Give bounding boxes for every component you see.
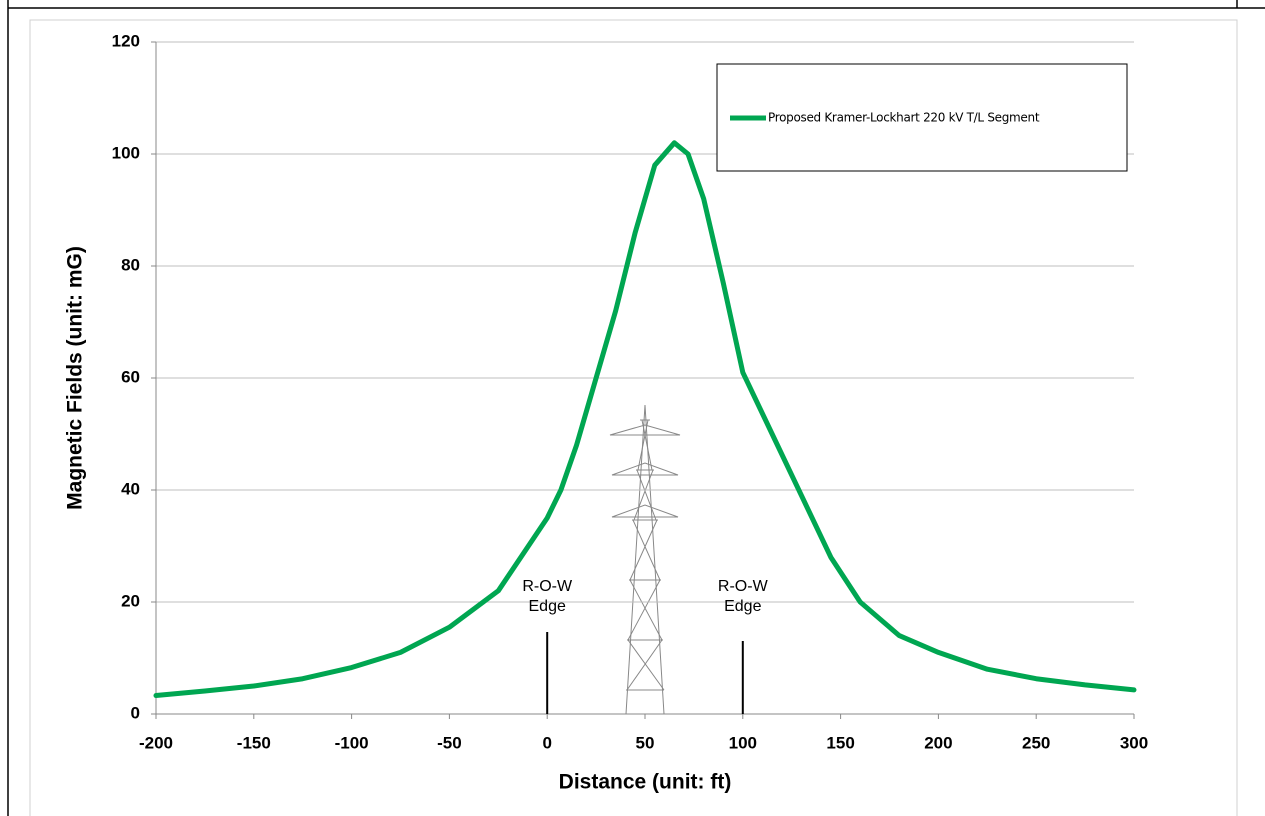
x-tick-label: 0 [542,733,551,752]
y-tick-label: 40 [121,479,140,498]
y-tick-label: 0 [131,703,140,722]
legend-box [716,63,1128,172]
annotation: R-O-W [522,578,573,595]
x-tick-label: 200 [924,733,952,752]
legend-label: Proposed Kramer-Lockhart 220 kV T/L Segm… [768,111,1040,125]
x-tick-label: 250 [1022,733,1050,752]
x-tick-label: 300 [1120,733,1148,752]
legend: Proposed Kramer-Lockhart 220 kV T/L Segm… [716,63,1128,172]
y-tick-label: 60 [121,367,140,386]
x-axis-title: Distance (unit: ft) [559,771,732,794]
x-tick-label: 100 [729,733,757,752]
x-tick-label: 50 [636,733,655,752]
annotation: Edge [724,598,761,615]
annotation: Edge [529,598,566,615]
x-tick-label: 150 [826,733,854,752]
y-tick-label: 80 [121,255,140,274]
y-tick-label: 100 [112,143,140,162]
data-line [153,140,1137,699]
y-tick-label: 120 [112,31,140,50]
annotation: R-O-W [718,578,769,595]
x-tick-label: -150 [237,733,271,752]
x-tick-label: -200 [139,733,173,752]
y-tick-label: 20 [121,591,140,610]
tower-illustration [609,404,681,715]
x-tick-label: -50 [437,733,462,752]
chart-border [29,19,1238,816]
y-axis-title: Magnetic Fields (unit: mG) [64,246,87,510]
x-tick-label: -100 [335,733,369,752]
